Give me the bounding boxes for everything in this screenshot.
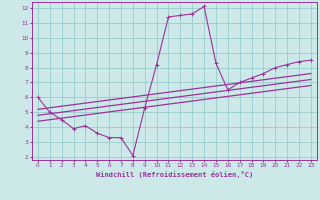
X-axis label: Windchill (Refroidissement éolien,°C): Windchill (Refroidissement éolien,°C): [96, 171, 253, 178]
